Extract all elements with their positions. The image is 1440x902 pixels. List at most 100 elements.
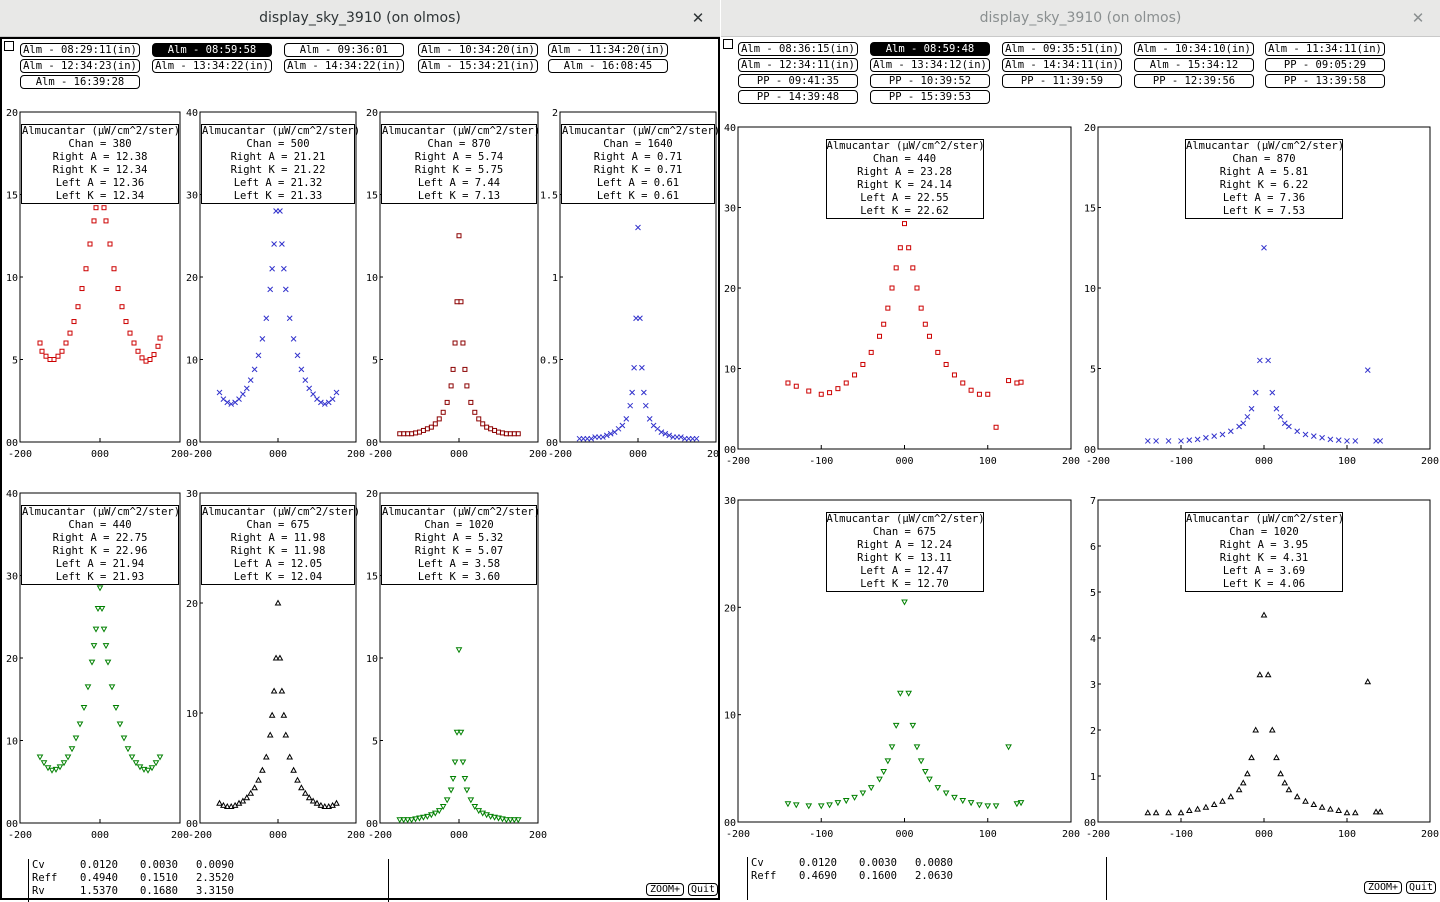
time-button[interactable]: Alm - 09:36:01 xyxy=(284,43,404,57)
data-point xyxy=(510,817,518,824)
window1-titlebar[interactable]: display_sky_3910 (on olmos) ✕ xyxy=(0,0,720,37)
x-tick-label: 200 xyxy=(1062,829,1080,840)
data-point xyxy=(1285,786,1293,793)
data-point xyxy=(460,340,466,346)
data-point xyxy=(51,357,57,362)
data-point xyxy=(902,221,907,227)
legend-box: Almucantar (µW/cm^2/ster) Chan = 1020 Righ… xyxy=(1185,512,1344,592)
data-point xyxy=(1235,786,1243,793)
y-tick-label: 40 xyxy=(6,489,18,500)
time-button[interactable]: Alm - 14:34:22(in) xyxy=(284,59,404,73)
legend-rk: Right K = 22.96 xyxy=(52,545,148,557)
data-point xyxy=(1364,678,1372,685)
x-tick-label: 000 xyxy=(269,449,287,460)
window1-title: display_sky_3910 (on olmos) xyxy=(259,10,461,26)
stats-cell: 0.0120 xyxy=(80,859,118,871)
y-tick-label: 5 xyxy=(372,356,378,367)
time-button[interactable]: Alm - 12:34:23(in) xyxy=(20,59,140,73)
data-point xyxy=(1260,611,1268,618)
y-tick-label: 10 xyxy=(186,356,198,367)
legend-lk: Left K = 4.06 xyxy=(1222,578,1306,590)
time-button[interactable]: PP - 09:41:35 xyxy=(738,74,858,88)
window2-titlebar[interactable]: display_sky_3910 (on olmos) ✕ xyxy=(721,0,1440,37)
data-point xyxy=(884,758,892,765)
time-button[interactable]: Alm - 11:34:11(in) xyxy=(1265,42,1385,56)
window1-close-icon[interactable]: ✕ xyxy=(691,9,705,27)
window2-corner-icon[interactable] xyxy=(723,39,733,49)
time-button[interactable]: Alm - 13:34:12(in) xyxy=(870,58,990,72)
data-point xyxy=(255,776,262,783)
legend-lk: Left K = 22.62 xyxy=(860,205,949,217)
time-button[interactable]: Alm - 15:34:21(in) xyxy=(418,59,538,73)
quit-button[interactable]: Quit xyxy=(1406,881,1436,894)
data-point xyxy=(1005,744,1012,751)
time-button[interactable]: Alm - 13:34:22(in) xyxy=(152,59,272,73)
time-button[interactable]: PP - 15:39:53 xyxy=(870,90,990,104)
stats-cell: 0.1600 xyxy=(859,870,897,882)
data-point xyxy=(896,690,904,697)
time-button[interactable]: PP - 09:05:29 xyxy=(1265,58,1385,72)
legend-box: Almucantar (µW/cm^2/ster) Chan = 675 Right… xyxy=(201,505,360,585)
time-button[interactable]: Alm - 12:34:11(in) xyxy=(738,58,858,72)
time-button[interactable]: Alm - 16:39:28 xyxy=(20,75,140,89)
time-button[interactable]: Alm - 08:29:11(in) xyxy=(20,43,140,57)
zoom-button[interactable]: ZOOM+ xyxy=(1364,881,1402,894)
data-point xyxy=(1153,438,1159,444)
y-tick-label: 10 xyxy=(1084,284,1096,295)
data-point xyxy=(1152,809,1160,816)
x-tick-label: -200 xyxy=(368,830,392,841)
data-point xyxy=(400,817,408,824)
time-button[interactable]: PP - 13:39:58 xyxy=(1265,74,1385,88)
data-point xyxy=(959,798,967,805)
data-point xyxy=(993,424,999,430)
legend-box: Almucantar (µW/cm^2/ster) Chan = 870 Right… xyxy=(1185,139,1344,219)
data-point xyxy=(413,430,419,436)
data-point xyxy=(992,803,1000,810)
time-button[interactable]: Alm - 08:36:15(in) xyxy=(738,42,858,56)
data-point xyxy=(1343,809,1351,816)
data-point xyxy=(515,431,521,437)
y-tick-label: 4 xyxy=(1090,634,1096,645)
legend-lk: Left K = 21.93 xyxy=(55,571,145,583)
time-button[interactable]: Alm - 14:34:11(in) xyxy=(1002,58,1122,72)
legend-la: Left A = 0.61 xyxy=(596,177,680,189)
data-point xyxy=(401,431,407,437)
time-button[interactable]: PP - 11:39:59 xyxy=(1002,74,1122,88)
time-button[interactable]: Alm - 08:59:58 xyxy=(152,43,272,57)
y-tick-label: 5 xyxy=(1090,365,1096,376)
time-button[interactable]: Alm - 09:35:51(in) xyxy=(1002,42,1122,56)
time-button[interactable]: Alm - 16:08:45 xyxy=(548,59,668,73)
time-button[interactable]: PP - 12:39:56 xyxy=(1134,74,1254,88)
stats-cell: 1.5370 xyxy=(80,885,118,897)
stats-cell: 3.3150 xyxy=(196,885,234,897)
data-point xyxy=(268,711,276,718)
time-button[interactable]: PP - 10:39:52 xyxy=(870,74,990,88)
data-point xyxy=(444,399,450,405)
quit-button[interactable]: Quit xyxy=(688,883,718,896)
zoom-button[interactable]: ZOOM+ xyxy=(646,883,684,896)
data-point xyxy=(1344,438,1350,444)
time-button[interactable]: PP - 14:39:48 xyxy=(738,90,858,104)
y-tick-label: 00 xyxy=(1084,445,1096,456)
data-point xyxy=(1236,423,1242,430)
data-point xyxy=(428,812,435,819)
time-button[interactable]: Alm - 10:34:20(in) xyxy=(418,43,538,57)
legend-chan: Chan = 1020 xyxy=(1229,526,1299,538)
time-button[interactable]: Alm - 10:34:10(in) xyxy=(1134,42,1254,56)
window2-close-icon[interactable]: ✕ xyxy=(1411,9,1425,27)
data-point xyxy=(1219,431,1226,438)
data-point xyxy=(83,266,89,272)
data-point xyxy=(985,391,991,397)
data-point xyxy=(329,396,336,402)
data-point xyxy=(1252,389,1259,396)
legend-chan: Chan = 1640 xyxy=(603,138,673,150)
y-tick-label: 15 xyxy=(6,191,18,202)
legend-title: Almucantar (µW/cm^2/ster) xyxy=(382,125,541,137)
time-button[interactable]: Alm - 15:34:12 xyxy=(1134,58,1254,72)
data-point xyxy=(71,319,77,325)
time-button[interactable]: Alm - 08:59:48 xyxy=(870,42,990,56)
y-tick-label: 5 xyxy=(12,356,18,367)
data-point xyxy=(317,801,325,808)
time-button[interactable]: Alm - 11:34:20(in) xyxy=(548,43,668,57)
window1-corner-icon[interactable] xyxy=(4,41,14,51)
